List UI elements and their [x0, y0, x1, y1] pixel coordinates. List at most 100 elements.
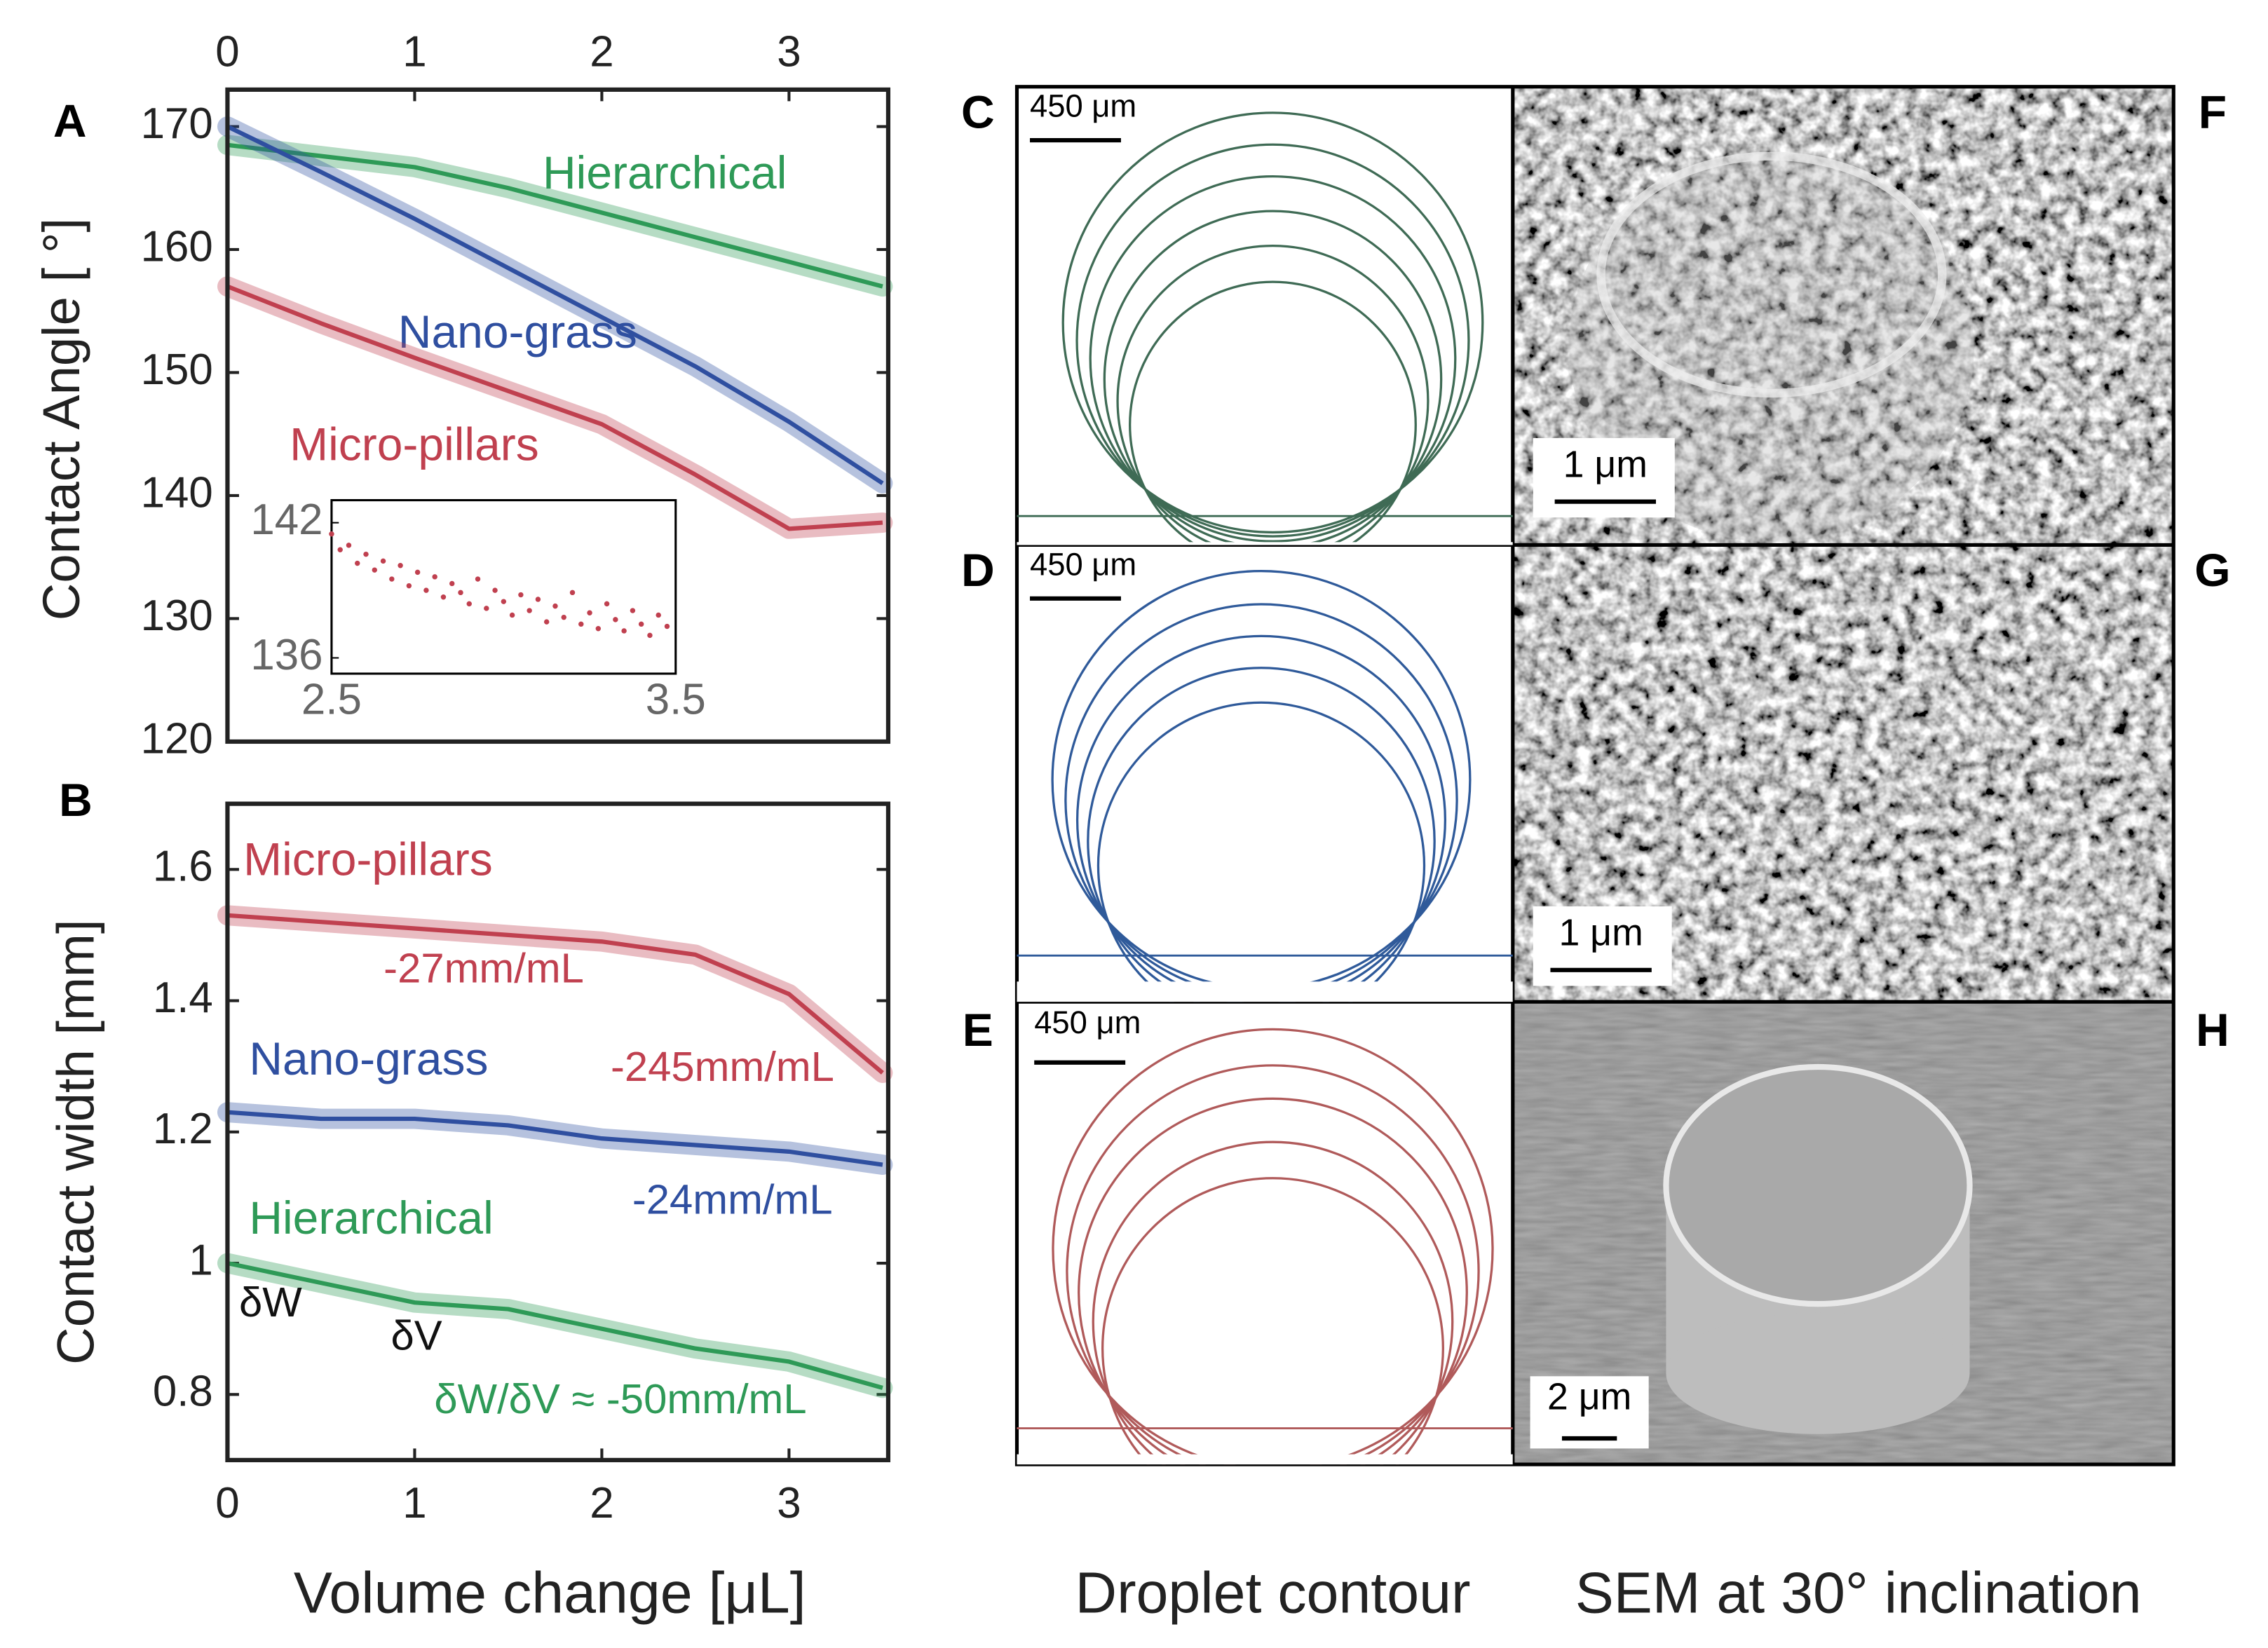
inset-point	[664, 623, 670, 629]
y-axis-label: Contact width [mm]	[47, 920, 105, 1365]
inset-point	[595, 626, 602, 632]
inset-point	[630, 608, 636, 613]
series-label: Micro-pillars	[290, 418, 539, 470]
droplet-contours	[1017, 111, 1513, 545]
y-tick-label: 150	[141, 346, 213, 394]
line	[227, 913, 884, 1075]
annotation: -27mm/mL	[383, 945, 584, 992]
caption: Droplet contour	[1075, 1561, 1471, 1626]
y-tick-label: 120	[141, 714, 213, 763]
x-tick-label: 2	[590, 28, 613, 76]
scale-bar-label: 1 μm	[1563, 443, 1648, 485]
droplet-outline	[1116, 245, 1430, 545]
droplet-outline	[1078, 1097, 1468, 1465]
inset-point	[380, 558, 386, 564]
inset-point	[458, 590, 463, 596]
inset-x-tick-label: 3.5	[646, 676, 706, 724]
y-axis-label: Contact Angle [ °]	[32, 218, 90, 620]
panel-frame	[1014, 85, 2175, 1466]
inset-point	[561, 614, 566, 620]
inset-point	[621, 628, 627, 634]
annotation: δW/δV ≈ -50mm/mL	[434, 1375, 806, 1422]
below-substrate-mask	[1017, 1454, 1513, 1465]
inset-point	[587, 610, 592, 615]
pillar-top	[1663, 1063, 1973, 1307]
inset-point	[578, 621, 584, 627]
inset-point	[509, 612, 515, 618]
inset-y-tick-label: 142	[250, 496, 322, 544]
inset-point	[466, 601, 472, 607]
below-substrate-mask	[1017, 542, 1513, 545]
inset-point	[604, 601, 610, 607]
inset-point	[406, 583, 412, 589]
scale-bar-label: 1 μm	[1559, 911, 1643, 953]
y-tick-label: 170	[141, 100, 213, 148]
y-tick-label: 0.8	[153, 1368, 213, 1416]
y-tick-label: 140	[141, 468, 213, 517]
inset-point	[638, 621, 644, 627]
y-tick-label: 160	[141, 222, 213, 271]
y-tick-label: 1.2	[153, 1105, 213, 1153]
inset-point	[535, 597, 541, 602]
panel-label: G	[2194, 544, 2230, 596]
inset-point	[613, 617, 618, 622]
inset-point	[432, 574, 437, 580]
inset-point	[484, 606, 489, 611]
line	[226, 1260, 883, 1390]
panel-label: B	[59, 774, 93, 826]
inset-point	[372, 567, 377, 573]
x-tick-label: 0	[215, 1479, 239, 1527]
inset-point	[346, 543, 352, 548]
panel-label: D	[961, 544, 995, 596]
annotation: -245mm/mL	[611, 1043, 834, 1090]
inset-point	[440, 594, 447, 600]
pillar-rim	[1596, 151, 1947, 398]
inset-point	[329, 531, 334, 537]
inset-point	[518, 592, 524, 598]
inset-point	[423, 587, 429, 593]
inset-point	[398, 563, 403, 568]
x-tick-label: 0	[215, 28, 239, 76]
droplet-outline	[1092, 1140, 1454, 1465]
line	[227, 1110, 883, 1167]
inset-point	[363, 551, 369, 557]
inset-point	[552, 603, 558, 609]
line	[226, 284, 883, 531]
droplet-outline	[1101, 1177, 1444, 1465]
series-label: Hierarchical	[543, 147, 787, 198]
panel-label: E	[963, 1004, 993, 1056]
scale-bar-box	[1533, 437, 1675, 518]
scale-bar-label: 2 μm	[1547, 1375, 1631, 1417]
droplet-outline	[1129, 280, 1417, 545]
inset-point	[355, 560, 360, 566]
inset-point	[449, 580, 455, 587]
droplet-outline	[1103, 210, 1443, 545]
series-label: Nano-grass	[249, 1033, 488, 1084]
panel-label: A	[53, 95, 87, 147]
annotation: δV	[391, 1312, 442, 1358]
x-tick-label: 3	[777, 1479, 801, 1527]
inset-point	[337, 547, 343, 552]
scale-bar-label: 450 μm	[1030, 88, 1136, 124]
droplet-outline	[1075, 143, 1470, 538]
series-label: Nano-grass	[398, 306, 637, 357]
series-label: Micro-pillars	[243, 833, 493, 885]
annotation: -24mm/mL	[632, 1176, 833, 1223]
droplet-outline	[1076, 634, 1446, 1002]
inset-y-tick-label: 136	[250, 631, 322, 679]
inset-point	[475, 576, 481, 582]
inset-point	[527, 608, 532, 613]
panel-label: H	[2196, 1004, 2229, 1056]
caption: SEM at 30° inclination	[1575, 1561, 2142, 1626]
scale-bar-label: 450 μm	[1030, 546, 1136, 582]
inset-point	[414, 569, 421, 576]
below-substrate-mask	[1017, 981, 1513, 1002]
inset-point	[569, 590, 576, 596]
panel-label: C	[961, 86, 995, 137]
y-tick-label: 1.6	[153, 843, 213, 891]
panel-label: F	[2199, 86, 2227, 137]
x-tick-label: 1	[402, 28, 426, 76]
pillar-bottom	[1666, 1312, 1970, 1434]
